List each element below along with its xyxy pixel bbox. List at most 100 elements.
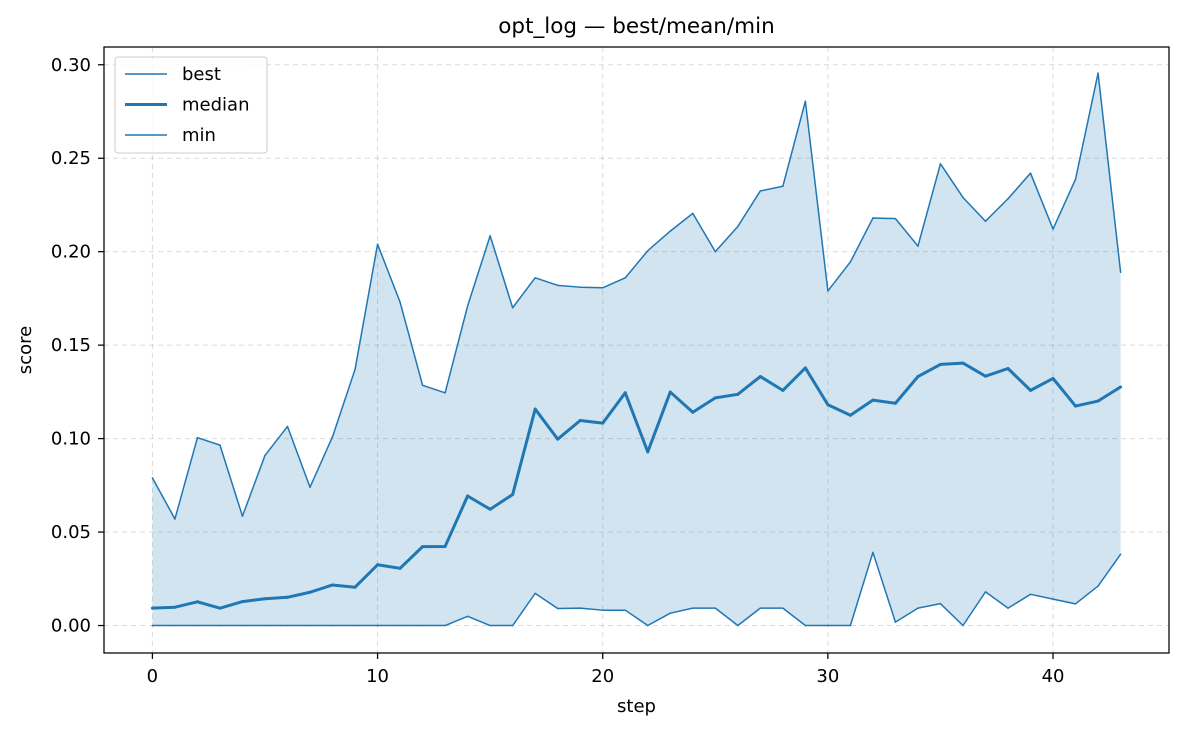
point-min-10 [376,624,379,627]
point-min-36 [962,624,964,627]
point-median-12 [421,545,425,549]
point-min-9 [354,624,356,627]
point-median-2 [195,600,199,604]
point-median-1 [173,605,177,609]
y-tick-label-0: 0.00 [51,616,91,637]
series-line-best [151,72,1122,520]
point-median-17 [533,407,537,411]
point-min-5 [264,624,266,627]
point-min-12 [421,624,424,627]
y-tick-label-4: 0.20 [51,242,91,263]
point-median-13 [443,544,447,548]
point-median-18 [556,437,560,441]
x-axis-title: step [617,696,656,717]
point-best-12 [421,384,424,387]
point-median-3 [218,606,222,610]
point-min-18 [556,607,559,610]
point-min-3 [219,624,221,627]
point-best-29 [804,100,807,102]
point-best-1 [174,518,176,520]
legend-box [114,56,268,154]
point-best-42 [1097,72,1099,74]
y-axis-title: score [15,326,36,374]
point-median-38 [1006,367,1010,371]
point-median-31 [848,413,852,417]
point-best-32 [872,217,874,219]
legend: best median min [114,56,268,154]
point-median-33 [893,401,897,405]
point-min-33 [894,621,897,623]
point-best-34 [917,245,919,247]
point-median-5 [263,597,267,601]
point-min-17 [534,592,536,595]
point-best-28 [782,185,784,188]
point-best-10 [376,243,379,245]
point-best-22 [647,249,649,252]
point-best-18 [556,284,559,287]
point-min-28 [782,607,784,609]
point-min-20 [601,609,604,611]
point-median-28 [781,388,785,392]
point-best-30 [827,290,829,292]
point-median-34 [916,375,920,379]
point-median-15 [488,507,492,511]
point-best-6 [286,425,289,428]
point-min-23 [669,612,672,614]
point-best-9 [354,368,356,371]
point-best-24 [692,212,694,215]
point-median-36 [961,361,965,365]
point-min-16 [511,624,514,627]
x-tick-label-3: 30 [816,666,839,687]
point-best-41 [1074,178,1077,180]
point-best-17 [534,277,536,279]
legend-label-best: best [182,64,221,85]
point-best-37 [984,220,987,222]
point-min-0 [151,624,154,627]
point-median-7 [308,590,312,594]
point-min-31 [849,624,852,627]
point-median-25 [713,396,717,400]
y-axis-ticks: 0.00 0.05 0.10 0.15 0.20 0.25 0.30 [51,55,104,637]
point-min-4 [241,624,244,627]
point-best-16 [511,307,514,309]
point-median-19 [578,418,582,422]
point-min-25 [714,607,717,609]
point-min-19 [579,607,581,609]
point-best-4 [241,515,244,517]
plot-frame [103,46,1170,654]
point-best-21 [624,277,626,279]
point-median-14 [466,494,470,498]
point-median-39 [1029,388,1033,392]
x-tick-label-1: 10 [366,666,389,687]
point-median-41 [1074,404,1078,408]
point-min-8 [331,624,334,627]
point-min-40 [1052,598,1054,600]
point-median-30 [826,403,830,407]
point-best-5 [264,454,266,457]
point-min-39 [1029,593,1032,596]
point-min-30 [827,624,829,627]
point-median-16 [511,492,515,496]
point-best-25 [714,250,717,253]
point-best-20 [601,287,604,289]
point-median-35 [938,362,942,366]
point-median-23 [668,390,672,394]
series-line-median [152,361,1122,610]
point-min-42 [1097,585,1099,587]
point-min-29 [804,624,807,627]
x-tick-label-4: 40 [1042,666,1065,687]
point-min-22 [647,624,649,627]
point-min-26 [737,624,739,627]
legend-label-min: min [182,125,216,146]
series-line-min [152,551,1122,627]
point-min-1 [174,624,176,627]
point-min-27 [759,607,762,609]
point-best-19 [579,286,581,288]
point-min-41 [1074,603,1077,605]
point-best-35 [939,163,942,165]
series-lines [150,72,1123,627]
point-median-27 [758,375,762,379]
chart-title: opt_log — best/mean/min [498,14,774,39]
point-median-29 [803,366,807,370]
